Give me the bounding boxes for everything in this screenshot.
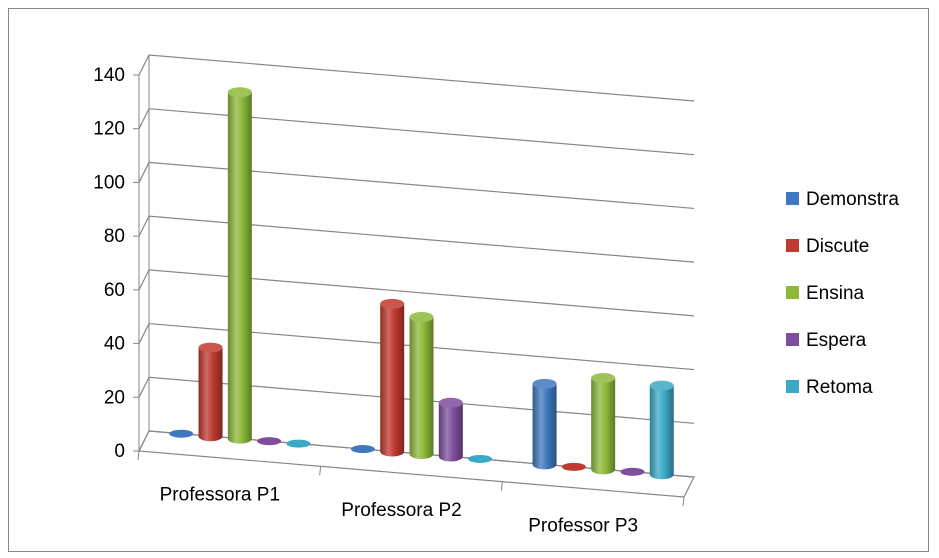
gridline xyxy=(138,269,695,317)
x-tick-mark xyxy=(682,496,685,507)
bar-demonstra-2 xyxy=(350,445,375,454)
bar-top xyxy=(227,87,252,98)
legend-swatch xyxy=(786,333,799,346)
bars xyxy=(169,87,674,480)
bar-top xyxy=(591,373,616,384)
bar-retoma-1 xyxy=(286,439,311,448)
chart-floor xyxy=(137,430,695,507)
bar-top xyxy=(649,380,674,391)
bar-espera-2 xyxy=(438,397,463,462)
bar-body xyxy=(532,383,557,470)
legend-swatch xyxy=(786,286,799,299)
bar-demonstra-1 xyxy=(169,429,194,438)
y-tick-label: 140 xyxy=(93,65,125,86)
legend: Demonstra Discute Ensina Espera Retoma xyxy=(786,189,899,398)
bar-discute-3 xyxy=(561,462,586,471)
x-tick-mark xyxy=(319,466,322,476)
gridline xyxy=(138,54,695,102)
y-tick-label: 40 xyxy=(104,334,125,355)
category-label: Professora P1 xyxy=(160,485,280,506)
bar-zero-disc xyxy=(257,437,282,446)
legend-label: Retoma xyxy=(806,377,873,398)
bar-top xyxy=(409,312,434,323)
gridline xyxy=(138,376,695,424)
bar-zero-disc xyxy=(350,445,375,454)
bar-zero-disc xyxy=(620,467,645,476)
x-tick-mark xyxy=(137,450,140,461)
legend-item-demonstra: Demonstra xyxy=(786,189,899,210)
bar-espera-3 xyxy=(620,467,645,476)
legend-label: Espera xyxy=(806,330,867,351)
bar-top xyxy=(198,342,223,353)
bar-body xyxy=(380,303,405,457)
chart-walls xyxy=(138,55,150,451)
gridline xyxy=(138,215,695,263)
bar-discute-1 xyxy=(198,342,223,442)
legend-item-espera: Espera xyxy=(786,330,867,351)
bar-body xyxy=(591,378,616,475)
legend-swatch xyxy=(786,239,799,252)
legend-item-ensina: Ensina xyxy=(786,283,865,304)
bar-retoma-3 xyxy=(649,380,674,480)
bar-ensina-3 xyxy=(591,373,616,475)
y-tick-label: 120 xyxy=(93,119,125,140)
bar-zero-disc xyxy=(169,429,194,438)
bar-top xyxy=(438,397,463,408)
gridline xyxy=(138,108,695,156)
legend-label: Discute xyxy=(806,236,869,257)
legend-label: Ensina xyxy=(806,283,865,304)
category-label: Professor P3 xyxy=(528,515,638,536)
legend-swatch xyxy=(786,192,799,205)
legend-label: Demonstra xyxy=(806,189,899,210)
legend-swatch xyxy=(786,380,799,393)
category-label: Professora P2 xyxy=(341,500,461,521)
bar-top xyxy=(380,298,405,309)
bar-body xyxy=(227,92,252,444)
bar-demonstra-3 xyxy=(532,378,557,470)
y-tick-label: 60 xyxy=(104,280,125,301)
y-tick-label: 20 xyxy=(104,387,125,408)
bar-zero-disc xyxy=(468,454,493,463)
bar-top xyxy=(532,378,557,389)
bar-body xyxy=(198,347,223,442)
gridline xyxy=(138,322,695,371)
x-axis-categories: Professora P1 Professora P2 Professor P3 xyxy=(160,485,638,537)
x-tick-mark xyxy=(500,481,503,491)
bar-zero-disc xyxy=(286,439,311,448)
bar-ensina-1 xyxy=(227,87,252,444)
bar-espera-1 xyxy=(257,437,282,446)
bar-body xyxy=(409,317,434,459)
bar-zero-disc xyxy=(561,462,586,471)
bar-ensina-2 xyxy=(409,312,434,459)
y-tick-label: 0 xyxy=(114,441,125,462)
legend-item-discute: Discute xyxy=(786,236,869,257)
bar-discute-2 xyxy=(380,298,405,457)
y-tick-label: 100 xyxy=(93,172,125,193)
legend-item-retoma: Retoma xyxy=(786,377,873,398)
y-tick-label: 80 xyxy=(104,226,125,247)
bar-retoma-2 xyxy=(468,454,493,463)
bar-body xyxy=(438,402,463,462)
y-axis-ticks: 0 20 40 60 80 100 120 140 xyxy=(93,65,139,462)
gridline xyxy=(138,161,695,210)
bar-body xyxy=(649,385,674,480)
chart-frame: 0 20 40 60 80 100 120 140 Professora P1 Professo… xyxy=(8,8,929,552)
